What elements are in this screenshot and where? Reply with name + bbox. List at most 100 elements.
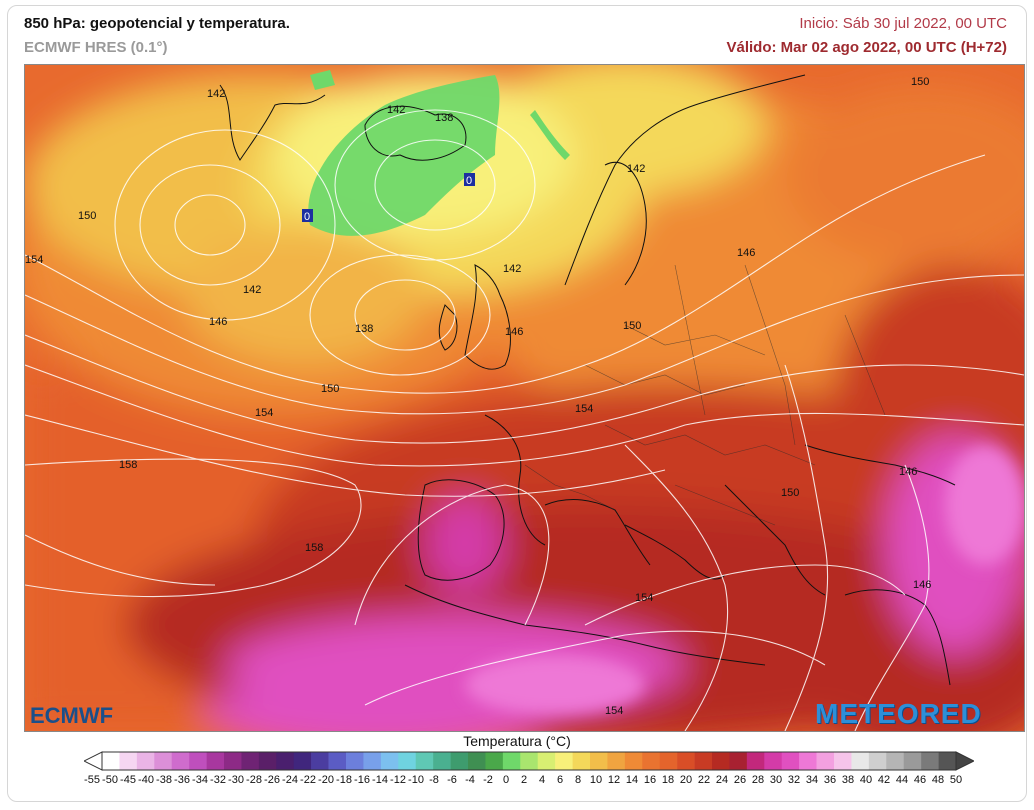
map-svg: 142 142 138 150 154 142 142 146 138 142 … xyxy=(25,65,1024,731)
legend-tick-label: 40 xyxy=(859,774,873,786)
legend-tick-label: 4 xyxy=(538,774,546,786)
legend-swatch xyxy=(468,752,486,770)
legend-tick-label: -10 xyxy=(408,774,424,786)
contour-label: 154 xyxy=(575,403,593,415)
legend-tick-label: -26 xyxy=(264,774,280,786)
contour-label: 158 xyxy=(305,542,323,554)
contour-label: 154 xyxy=(255,407,273,419)
legend-swatch xyxy=(677,752,695,770)
contour-label: 154 xyxy=(635,592,653,604)
legend-swatch xyxy=(642,752,661,770)
legend-tick-label: 44 xyxy=(895,774,909,786)
legend-tick-label: 30 xyxy=(769,774,783,786)
legend-tick-label: 26 xyxy=(733,774,747,786)
legend-tick-label: 14 xyxy=(625,774,639,786)
legend-swatch xyxy=(729,752,748,770)
contour-label: 142 xyxy=(243,284,261,296)
borders xyxy=(524,264,886,526)
legend-swatch xyxy=(555,752,573,770)
legend-swatch xyxy=(276,752,295,770)
legend-tick-label: 12 xyxy=(607,774,621,786)
legend-swatch xyxy=(590,752,608,770)
legend-swatch xyxy=(206,752,225,770)
legend-tick-label: 16 xyxy=(643,774,657,786)
legend-tick-label: 48 xyxy=(931,774,945,786)
contour-label: 154 xyxy=(605,705,623,717)
legend-swatch xyxy=(781,752,800,770)
contour-label: 142 xyxy=(627,163,645,175)
legend-swatch xyxy=(258,752,277,770)
legend-tick-label: 24 xyxy=(715,774,729,786)
contour-label: 138 xyxy=(435,112,453,124)
legend-colorbar xyxy=(84,751,974,771)
legend-swatch xyxy=(607,752,626,770)
temperature-map[interactable]: 142 142 138 150 154 142 142 146 138 142 … xyxy=(24,64,1025,732)
legend-border xyxy=(101,751,957,771)
meteored-logo-text: METEORED xyxy=(815,698,982,729)
zero-marker: 0 xyxy=(304,211,310,223)
legend-tick-label: -18 xyxy=(336,774,352,786)
contour-label: 150 xyxy=(911,76,929,88)
contour-label: 146 xyxy=(737,247,755,259)
legend-swatch xyxy=(764,752,783,770)
legend-swatch xyxy=(712,752,730,770)
legend-swatch xyxy=(624,752,643,770)
model-name: ECMWF HRES (0.1°) xyxy=(24,39,168,56)
contour-label: 142 xyxy=(503,263,521,275)
legend-tick-label: 10 xyxy=(589,774,603,786)
legend-swatch xyxy=(346,752,364,770)
contour-label: 146 xyxy=(913,579,931,591)
legend-tick-label: -32 xyxy=(210,774,226,786)
legend-arrow-right xyxy=(955,751,974,771)
contour-label: 150 xyxy=(623,320,641,332)
contour-label: 142 xyxy=(207,88,225,100)
legend-swatch xyxy=(433,752,451,770)
legend-tick-label: 32 xyxy=(787,774,801,786)
legend-tick-label: -12 xyxy=(390,774,406,786)
legend-tick-label: -4 xyxy=(465,774,475,786)
legend-tick-label: 36 xyxy=(823,774,837,786)
contour-label: 150 xyxy=(78,210,96,222)
legend-swatch xyxy=(398,752,417,770)
legend-tick-label: -22 xyxy=(300,774,316,786)
legend-swatch xyxy=(851,752,870,770)
legend-tick-label: -8 xyxy=(429,774,439,786)
legend-tick-label: -36 xyxy=(174,774,190,786)
legend-swatch xyxy=(886,752,905,770)
contours xyxy=(25,109,1024,731)
contour-label: 146 xyxy=(209,316,227,328)
contour-label: 150 xyxy=(321,383,339,395)
map-title: 850 hPa: geopotencial y temperatura. xyxy=(24,15,290,32)
legend-tick-label: -6 xyxy=(447,774,457,786)
contour-label: 138 xyxy=(355,323,373,335)
legend-swatch xyxy=(921,752,939,770)
legend-tick-label: -30 xyxy=(228,774,244,786)
legend-tick-label: -2 xyxy=(483,774,493,786)
contour-label: 154 xyxy=(25,254,43,266)
legend-swatch xyxy=(746,752,765,770)
legend-tick-label: -24 xyxy=(282,774,298,786)
init-time: Inicio: Sáb 30 jul 2022, 00 UTC xyxy=(799,15,1007,32)
legend-tick-label: -50 xyxy=(102,774,118,786)
legend-tick-label: -40 xyxy=(138,774,154,786)
legend-tick-label: 42 xyxy=(877,774,891,786)
legend-swatch xyxy=(380,752,399,770)
legend-swatch xyxy=(136,752,155,770)
legend-swatch xyxy=(694,752,713,770)
legend-swatch xyxy=(224,752,242,770)
legend-tick-label: 0 xyxy=(502,774,510,786)
legend-swatch xyxy=(834,752,852,770)
legend-tick-label: 8 xyxy=(574,774,582,786)
legend-tick-label: 2 xyxy=(520,774,528,786)
legend-swatch xyxy=(659,752,678,770)
ecmwf-logo: ECMWF xyxy=(30,703,113,729)
legend-tick-label: 46 xyxy=(913,774,927,786)
legend-swatch xyxy=(485,752,504,770)
freezing-markers: 0 0 xyxy=(302,173,475,223)
legend-swatch xyxy=(938,752,957,770)
legend-title: Temperatura (°C) xyxy=(463,733,571,749)
legend-swatch xyxy=(868,752,887,770)
legend-swatch xyxy=(363,752,382,770)
legend-tick-label: -20 xyxy=(318,774,334,786)
legend-tick-label: -55 xyxy=(84,774,100,786)
